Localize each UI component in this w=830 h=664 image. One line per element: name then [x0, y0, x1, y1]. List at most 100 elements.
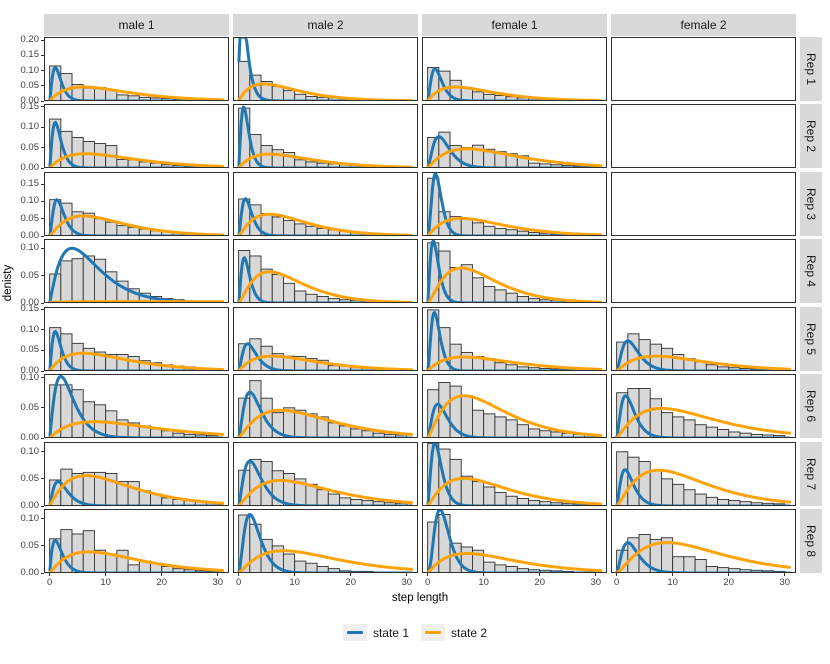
- y-tick-mark: [41, 407, 44, 409]
- state2-density-curve: [48, 300, 225, 303]
- state1-density-curve: [48, 198, 225, 236]
- y-tick-label: 0.15: [20, 178, 40, 190]
- state2-density-curve: [237, 549, 414, 573]
- y-tick-label: 0.10: [20, 512, 40, 524]
- hist-bar: [116, 225, 129, 236]
- panel-rep-3-male-2: [233, 172, 418, 236]
- panel-rep-6-male-1: [44, 374, 229, 438]
- x-tick-mark: [672, 573, 674, 576]
- panel-rep-7-female-1: [422, 442, 607, 506]
- hist-bar: [271, 85, 284, 101]
- y-tick-mark: [41, 518, 44, 520]
- facet-row-strip-Rep-1: Rep 1: [800, 37, 822, 101]
- panel-rep-2-male-1: [44, 104, 229, 168]
- y-tick-mark: [41, 247, 44, 249]
- hist-bar: [694, 424, 707, 438]
- x-tick-mark: [539, 573, 541, 576]
- state1-density-curve: [426, 172, 603, 236]
- x-tick-mark: [784, 573, 786, 576]
- panel-rep-2-male-2: [233, 104, 418, 168]
- panel-rep-1-female-2: [611, 37, 796, 101]
- y-tick-label: 0.15: [20, 100, 40, 112]
- y-tick-label: 0.20: [20, 34, 40, 46]
- state-2-line-swatch: [425, 630, 441, 635]
- facet-row-strip-Rep-5: Rep 5: [800, 307, 822, 371]
- y-tick-mark: [41, 218, 44, 220]
- y-tick-mark: [41, 183, 44, 185]
- hist-bar: [294, 223, 307, 236]
- panel-rep-7-female-2: [611, 442, 796, 506]
- hist-bar: [60, 260, 73, 303]
- hist-bar: [283, 90, 296, 101]
- hist-bar: [661, 412, 674, 438]
- panel-border: [422, 239, 607, 303]
- panel-border: [611, 307, 796, 371]
- y-tick-label: 0.10: [20, 195, 40, 207]
- panel-rep-6-female-1: [422, 374, 607, 438]
- state2-density-curve: [48, 351, 225, 371]
- state2-density-curve: [237, 212, 414, 236]
- hist-bar: [661, 537, 674, 573]
- panel-border: [44, 104, 229, 168]
- hist-bar: [683, 556, 696, 573]
- x-tick-label: 0: [613, 577, 620, 588]
- state1-density-curve: [48, 480, 225, 506]
- hist-bar: [472, 409, 485, 438]
- y-tick-mark: [41, 329, 44, 331]
- panel-border: [422, 104, 607, 168]
- hist-bar: [339, 425, 352, 438]
- facet-row-strip-Rep-6: Rep 6: [800, 374, 822, 438]
- hist-bar: [672, 483, 685, 506]
- state2-density-curve: [237, 270, 414, 303]
- x-tick-mark: [350, 573, 352, 576]
- panel-border: [233, 374, 418, 438]
- hist-bar: [472, 549, 485, 573]
- hist-bar: [105, 553, 118, 573]
- y-tick-mark: [41, 308, 44, 310]
- panel-rep-8-female-2: [611, 509, 796, 573]
- panel-border: [422, 172, 607, 236]
- panel-border: [233, 104, 418, 168]
- x-tick-mark: [238, 573, 240, 576]
- hist-bar: [683, 419, 696, 438]
- hist-bar: [271, 274, 284, 303]
- state1-density-curve: [48, 539, 225, 573]
- hist-bar: [260, 145, 273, 168]
- state2-density-curve: [426, 394, 603, 438]
- state2-density-curve: [48, 152, 225, 168]
- panel-rep-7-male-2: [233, 442, 418, 506]
- panel-rep-8-female-1: [422, 509, 607, 573]
- hist-bar: [705, 426, 718, 438]
- y-tick-mark: [41, 126, 44, 128]
- state2-density-curve: [615, 354, 792, 371]
- panel-rep-4-female-1: [422, 239, 607, 303]
- y-tick-mark: [41, 167, 44, 169]
- hist-bar: [516, 155, 529, 168]
- panel-rep-5-female-1: [422, 307, 607, 371]
- facet-row-strip-Rep-7: Rep 7: [800, 442, 822, 506]
- y-tick-mark: [41, 100, 44, 102]
- y-tick-label: 0.05: [20, 344, 40, 356]
- legend: state 1 state 2: [0, 624, 830, 641]
- y-tick-label: 0.15: [20, 49, 40, 61]
- y-tick-mark: [41, 275, 44, 277]
- hist-bar: [649, 398, 662, 438]
- panel-rep-6-male-2: [233, 374, 418, 438]
- panel-border: [44, 37, 229, 101]
- hist-bar: [494, 491, 507, 506]
- panel-border: [611, 374, 796, 438]
- hist-bar: [460, 475, 473, 506]
- y-tick-mark: [41, 572, 44, 574]
- state2-density-curve: [237, 354, 414, 371]
- y-tick-mark: [41, 377, 44, 379]
- panel-border: [611, 37, 796, 101]
- state2-density-curve: [426, 355, 603, 371]
- y-tick-label: 0.10: [20, 323, 40, 335]
- state2-density-curve: [426, 216, 603, 236]
- y-tick-mark: [41, 302, 44, 304]
- panel-border: [611, 509, 796, 573]
- hist-bar: [71, 258, 84, 303]
- x-tick-mark: [427, 573, 429, 576]
- panel-rep-3-male-1: [44, 172, 229, 236]
- hist-bar: [327, 422, 340, 438]
